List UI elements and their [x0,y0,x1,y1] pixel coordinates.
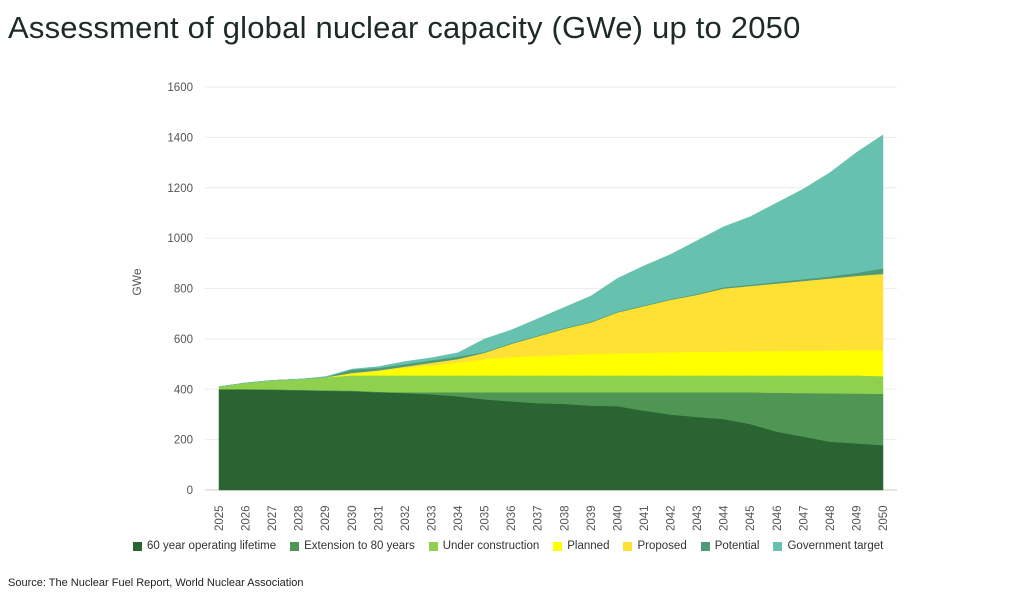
legend-swatch [133,541,142,551]
legend-item: Extension to 80 years [290,540,415,552]
x-tick-label: 2039 [586,505,598,531]
x-tick-label: 2042 [666,505,678,531]
legend-item: Potential [700,540,760,552]
y-tick-label: 200 [174,435,193,447]
legend-label: Extension to 80 years [304,540,415,552]
legend-label: 60 year operating lifetime [147,540,277,552]
x-tick-label: 2049 [851,505,863,531]
y-tick-label: 800 [174,284,193,296]
y-tick-label: 1000 [167,233,193,245]
legend-swatch [553,541,563,551]
x-tick-label: 2036 [506,505,518,531]
x-tick-label: 2034 [453,505,465,531]
x-tick-label: 2025 [214,505,226,531]
legend-item: Planned [553,540,609,552]
legend-swatch [623,541,633,551]
y-tick-label: 0 [187,485,193,497]
legend-item: Government target [773,540,883,552]
x-tick-label: 2038 [559,505,571,531]
x-tick-label: 2026 [241,505,253,531]
x-tick-label: 2048 [825,505,837,531]
legend-label: Proposed [637,540,687,552]
y-tick-label: 1200 [167,183,193,195]
legend-label: Potential [714,540,760,552]
legend-swatch [428,541,438,551]
area-series-government-target [218,134,884,387]
x-tick-label: 2035 [480,505,492,531]
legend-swatch [773,541,783,551]
x-tick-label: 2031 [373,505,385,531]
x-tick-label: 2047 [798,505,810,531]
legend-item: Under construction [428,540,540,552]
legend-label: Government target [787,540,884,552]
x-tick-label: 2040 [612,505,624,531]
legend-swatch [290,541,300,551]
x-tick-label: 2045 [745,505,757,531]
x-tick-label: 2030 [347,505,359,531]
x-tick-label: 2043 [692,505,704,531]
x-tick-label: 2029 [320,505,332,531]
x-tick-label: 2046 [772,505,784,531]
legend-item: 60 year operating lifetime [133,540,276,552]
legend-label: Planned [567,540,610,552]
x-tick-label: 2041 [639,505,651,531]
x-tick-label: 2028 [294,505,306,531]
legend-label: Under construction [442,540,540,552]
legend-item: Proposed [623,540,687,552]
y-tick-label: 400 [174,384,193,396]
x-tick-label: 2033 [426,505,438,531]
x-tick-label: 2037 [533,505,545,531]
y-tick-label: 1400 [167,132,193,144]
y-tick-label: 1600 [167,82,193,94]
x-tick-label: 2044 [719,505,731,531]
legend: 60 year operating lifetime Extension to 8… [0,540,1024,552]
x-tick-label: 2050 [878,505,890,531]
y-tick-label: 600 [174,334,193,346]
x-tick-label: 2027 [267,505,279,531]
x-tick-label: 2032 [400,505,412,531]
legend-swatch [700,541,710,551]
source-note: Source: The Nuclear Fuel Report, World N… [8,577,304,589]
y-axis-label: GWe [130,268,144,295]
chart-title: Assessment of global nuclear capacity (G… [8,10,801,45]
